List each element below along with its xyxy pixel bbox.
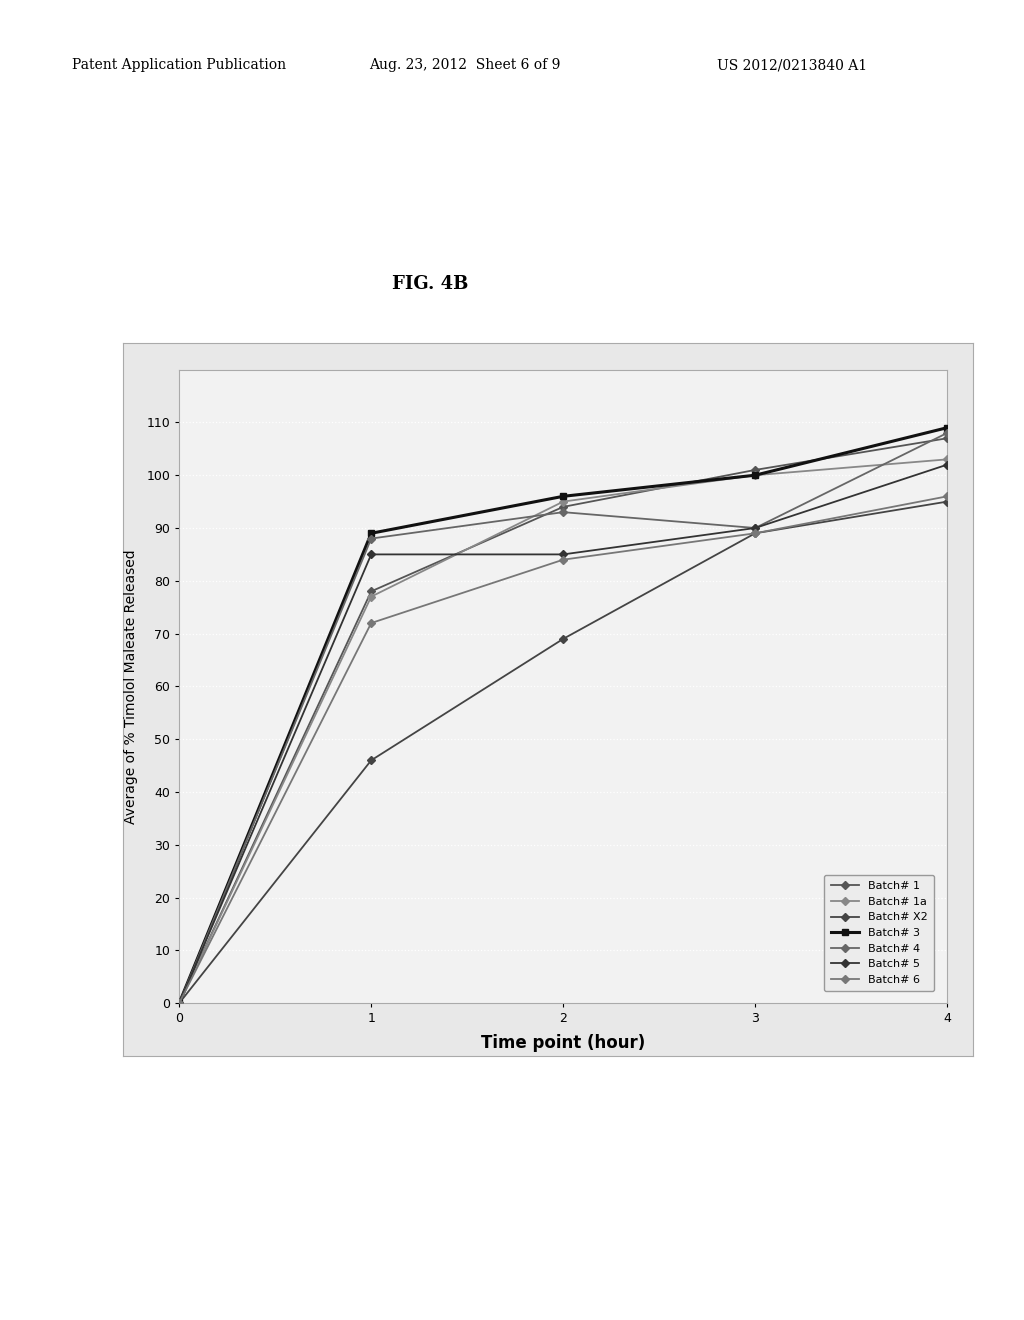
Batch# 4 — [557, 504, 569, 520]
Text: US 2012/0213840 A1: US 2012/0213840 A1 — [717, 58, 867, 73]
Batch# 1a — [941, 451, 953, 467]
Batch# 1a — [173, 995, 185, 1011]
Batch# X2 — [750, 525, 762, 541]
Batch# 3 — [365, 525, 377, 541]
Line: Batch# X2: Batch# X2 — [176, 499, 950, 1006]
Batch# 1a — [365, 589, 377, 605]
Text: FIG. 4B: FIG. 4B — [392, 275, 468, 293]
Batch# X2 — [941, 494, 953, 510]
Batch# 4 — [173, 995, 185, 1011]
Batch# 5 — [941, 457, 953, 473]
Batch# 1a — [750, 467, 762, 483]
Batch# 6 — [750, 525, 762, 541]
Batch# 5 — [557, 546, 569, 562]
Batch# X2 — [173, 995, 185, 1011]
Line: Batch# 5: Batch# 5 — [176, 462, 950, 1006]
Text: Patent Application Publication: Patent Application Publication — [72, 58, 286, 73]
Batch# 1 — [941, 430, 953, 446]
Batch# X2 — [557, 631, 569, 647]
Batch# 3 — [557, 488, 569, 504]
Batch# 6 — [941, 488, 953, 504]
Batch# 1 — [365, 583, 377, 599]
Line: Batch# 4: Batch# 4 — [176, 430, 950, 1006]
Legend: Batch# 1, Batch# 1a, Batch# X2, Batch# 3, Batch# 4, Batch# 5, Batch# 6: Batch# 1, Batch# 1a, Batch# X2, Batch# 3… — [824, 875, 934, 991]
Batch# 1 — [173, 995, 185, 1011]
Batch# 1 — [750, 462, 762, 478]
Batch# 5 — [750, 520, 762, 536]
Batch# 4 — [750, 520, 762, 536]
Batch# 3 — [941, 420, 953, 436]
Line: Batch# 1a: Batch# 1a — [176, 457, 950, 1006]
Batch# 4 — [941, 425, 953, 441]
Batch# 6 — [365, 615, 377, 631]
X-axis label: Time point (hour): Time point (hour) — [481, 1034, 645, 1052]
Text: Aug. 23, 2012  Sheet 6 of 9: Aug. 23, 2012 Sheet 6 of 9 — [369, 58, 560, 73]
Line: Batch# 1: Batch# 1 — [176, 436, 950, 1006]
Batch# 3 — [750, 467, 762, 483]
Batch# 1a — [557, 494, 569, 510]
Batch# 3 — [173, 995, 185, 1011]
Line: Batch# 3: Batch# 3 — [176, 425, 950, 1006]
Y-axis label: Average of % Timolol Maleate Released: Average of % Timolol Maleate Released — [124, 549, 138, 824]
Batch# 4 — [365, 531, 377, 546]
Line: Batch# 6: Batch# 6 — [176, 494, 950, 1006]
Batch# 6 — [173, 995, 185, 1011]
Batch# X2 — [365, 752, 377, 768]
Batch# 5 — [365, 546, 377, 562]
Text: smooth tube: smooth tube — [577, 393, 689, 411]
Batch# 6 — [557, 552, 569, 568]
Batch# 5 — [173, 995, 185, 1011]
Batch# 1 — [557, 499, 569, 515]
